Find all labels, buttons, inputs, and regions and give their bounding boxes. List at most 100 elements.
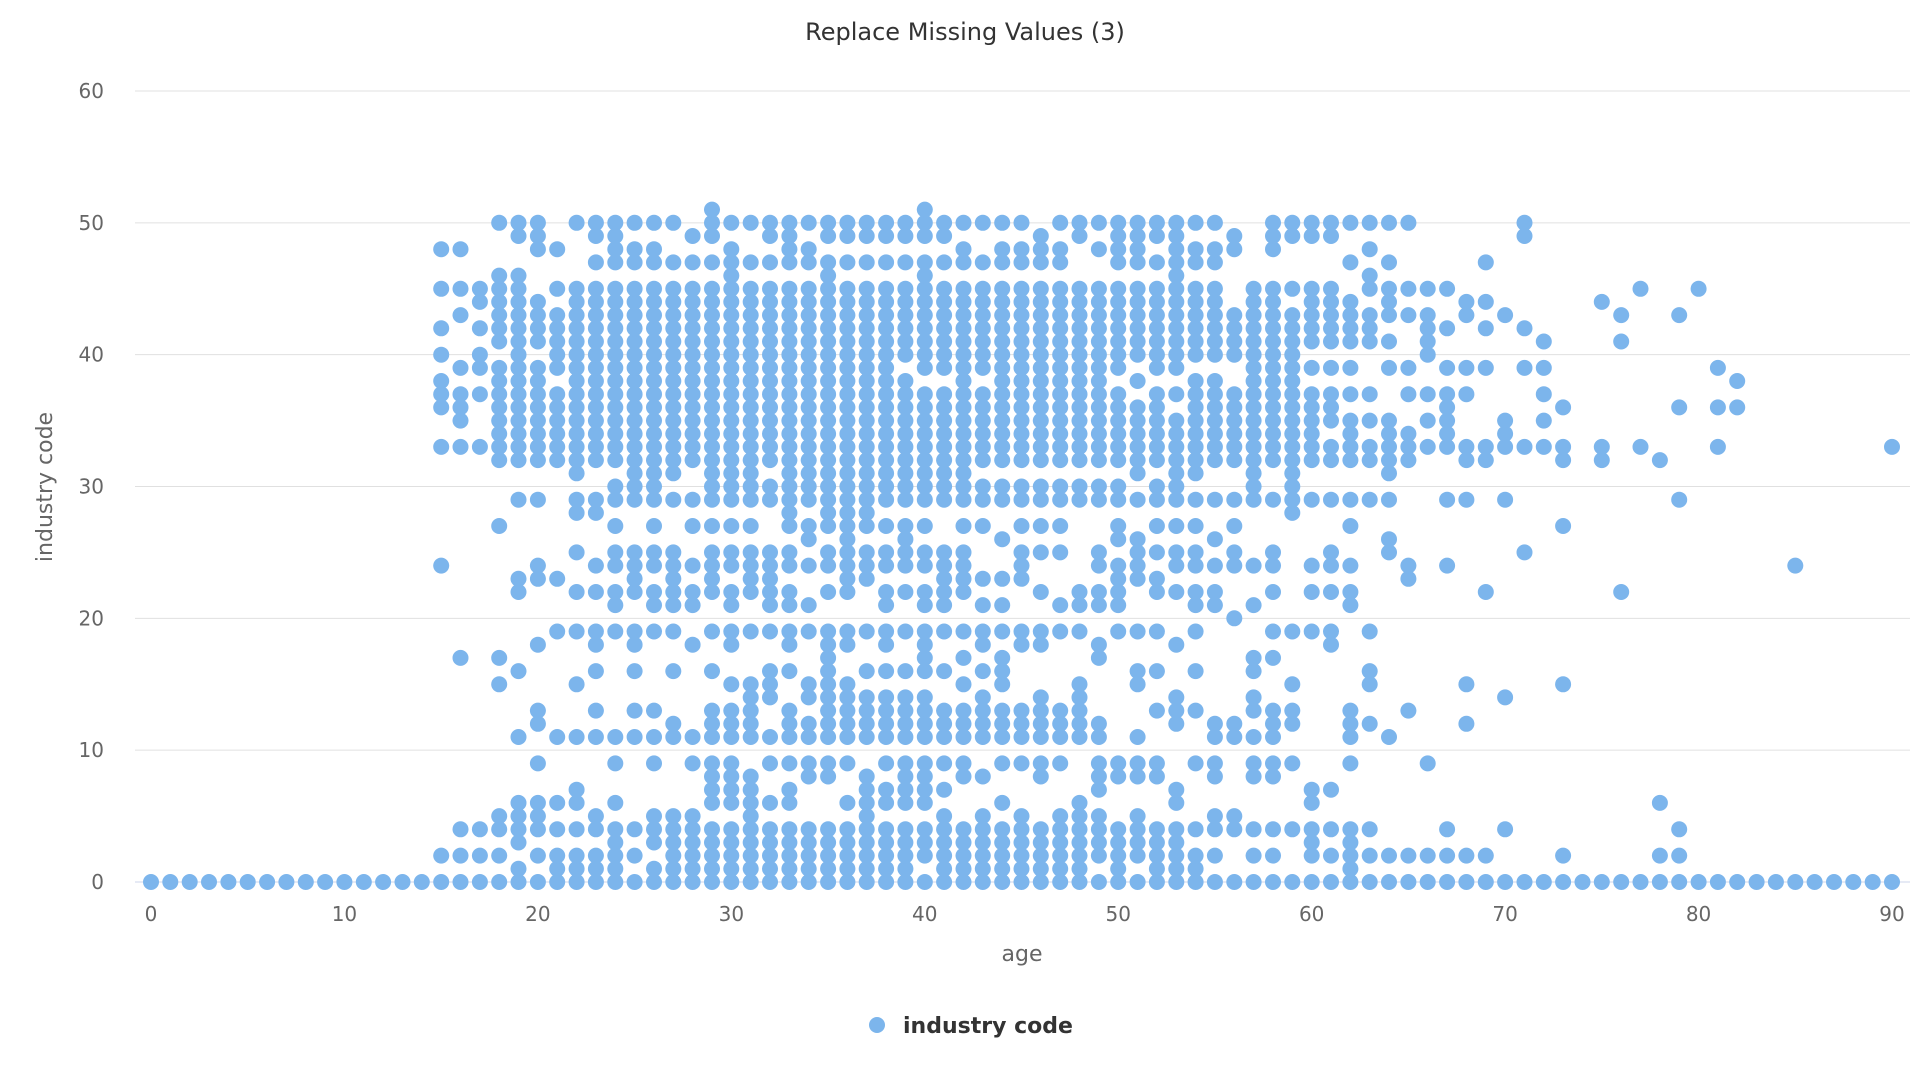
data-point[interactable] bbox=[955, 465, 972, 482]
data-point[interactable] bbox=[1284, 755, 1301, 772]
data-point[interactable] bbox=[1709, 438, 1726, 455]
data-point[interactable] bbox=[626, 570, 643, 587]
data-point[interactable] bbox=[549, 359, 566, 376]
data-point[interactable] bbox=[1226, 544, 1243, 561]
data-point[interactable] bbox=[994, 333, 1011, 350]
data-point[interactable] bbox=[1187, 346, 1204, 363]
data-point[interactable] bbox=[1323, 821, 1339, 838]
data-point[interactable] bbox=[491, 320, 508, 337]
data-point[interactable] bbox=[742, 293, 759, 310]
data-point[interactable] bbox=[936, 781, 953, 798]
data-point[interactable] bbox=[1226, 438, 1243, 455]
data-point[interactable] bbox=[858, 544, 875, 561]
data-point[interactable] bbox=[1148, 399, 1165, 416]
data-point[interactable] bbox=[704, 346, 720, 363]
data-point[interactable] bbox=[723, 412, 740, 429]
data-point[interactable] bbox=[1148, 293, 1165, 310]
data-point[interactable] bbox=[510, 412, 527, 429]
data-point[interactable] bbox=[1303, 425, 1320, 442]
data-point[interactable] bbox=[1168, 346, 1185, 363]
data-point[interactable] bbox=[1226, 808, 1243, 825]
data-point[interactable] bbox=[916, 715, 933, 732]
data-point[interactable] bbox=[1651, 874, 1668, 890]
data-point[interactable] bbox=[568, 320, 585, 337]
data-point[interactable] bbox=[820, 834, 837, 851]
data-point[interactable] bbox=[723, 386, 740, 403]
data-point[interactable] bbox=[858, 452, 875, 469]
data-point[interactable] bbox=[1651, 847, 1668, 864]
data-point[interactable] bbox=[1245, 399, 1262, 416]
data-point[interactable] bbox=[1110, 386, 1127, 403]
data-point[interactable] bbox=[974, 438, 991, 455]
data-point[interactable] bbox=[1129, 425, 1146, 442]
data-point[interactable] bbox=[1013, 307, 1030, 324]
data-point[interactable] bbox=[1090, 412, 1107, 429]
data-point[interactable] bbox=[762, 821, 778, 838]
data-point[interactable] bbox=[742, 465, 759, 482]
data-point[interactable] bbox=[800, 293, 817, 310]
data-point[interactable] bbox=[974, 808, 991, 825]
data-point[interactable] bbox=[1168, 293, 1185, 310]
data-point[interactable] bbox=[646, 399, 662, 416]
data-point[interactable] bbox=[549, 452, 566, 469]
data-point[interactable] bbox=[665, 280, 682, 297]
data-point[interactable] bbox=[1187, 623, 1204, 640]
data-point[interactable] bbox=[839, 478, 856, 495]
data-point[interactable] bbox=[510, 320, 527, 337]
data-point[interactable] bbox=[626, 636, 643, 653]
data-point[interactable] bbox=[1187, 821, 1204, 838]
data-point[interactable] bbox=[839, 531, 856, 548]
data-point[interactable] bbox=[1129, 320, 1146, 337]
data-point[interactable] bbox=[839, 491, 856, 508]
data-point[interactable] bbox=[1593, 293, 1610, 310]
data-point[interactable] bbox=[1226, 491, 1243, 508]
data-point[interactable] bbox=[626, 254, 643, 271]
data-point[interactable] bbox=[665, 834, 682, 851]
data-point[interactable] bbox=[646, 544, 662, 561]
data-point[interactable] bbox=[510, 267, 527, 284]
data-point[interactable] bbox=[723, 307, 740, 324]
data-point[interactable] bbox=[1245, 847, 1262, 864]
data-point[interactable] bbox=[1265, 228, 1281, 244]
data-point[interactable] bbox=[1361, 412, 1378, 429]
data-point[interactable] bbox=[510, 438, 527, 455]
data-point[interactable] bbox=[1342, 254, 1359, 271]
data-point[interactable] bbox=[1032, 373, 1049, 389]
data-point[interactable] bbox=[1071, 228, 1088, 244]
data-point[interactable] bbox=[897, 412, 914, 429]
data-point[interactable] bbox=[1206, 412, 1223, 429]
data-point[interactable] bbox=[529, 847, 546, 864]
data-point[interactable] bbox=[839, 570, 856, 587]
data-point[interactable] bbox=[916, 702, 933, 719]
data-point[interactable] bbox=[800, 386, 817, 403]
data-point[interactable] bbox=[800, 715, 817, 732]
data-point[interactable] bbox=[762, 228, 778, 244]
data-point[interactable] bbox=[1052, 452, 1069, 469]
data-point[interactable] bbox=[1419, 386, 1436, 403]
data-point[interactable] bbox=[858, 874, 875, 890]
data-point[interactable] bbox=[1032, 860, 1049, 877]
data-point[interactable] bbox=[1052, 359, 1069, 376]
data-point[interactable] bbox=[1052, 412, 1069, 429]
data-point[interactable] bbox=[1206, 254, 1223, 271]
data-point[interactable] bbox=[742, 452, 759, 469]
data-point[interactable] bbox=[1458, 847, 1475, 864]
data-point[interactable] bbox=[1361, 874, 1378, 890]
data-point[interactable] bbox=[626, 702, 643, 719]
data-point[interactable] bbox=[704, 386, 720, 403]
data-point[interactable] bbox=[742, 333, 759, 350]
data-point[interactable] bbox=[897, 518, 914, 534]
data-point[interactable] bbox=[1729, 399, 1746, 416]
data-point[interactable] bbox=[897, 702, 914, 719]
data-point[interactable] bbox=[665, 570, 682, 587]
data-point[interactable] bbox=[1342, 755, 1359, 772]
data-point[interactable] bbox=[1187, 320, 1204, 337]
data-point[interactable] bbox=[762, 597, 778, 614]
data-point[interactable] bbox=[781, 794, 798, 811]
data-point[interactable] bbox=[820, 847, 837, 864]
data-point[interactable] bbox=[665, 320, 682, 337]
data-point[interactable] bbox=[742, 307, 759, 324]
data-point[interactable] bbox=[646, 452, 662, 469]
data-point[interactable] bbox=[781, 320, 798, 337]
data-point[interactable] bbox=[916, 438, 933, 455]
